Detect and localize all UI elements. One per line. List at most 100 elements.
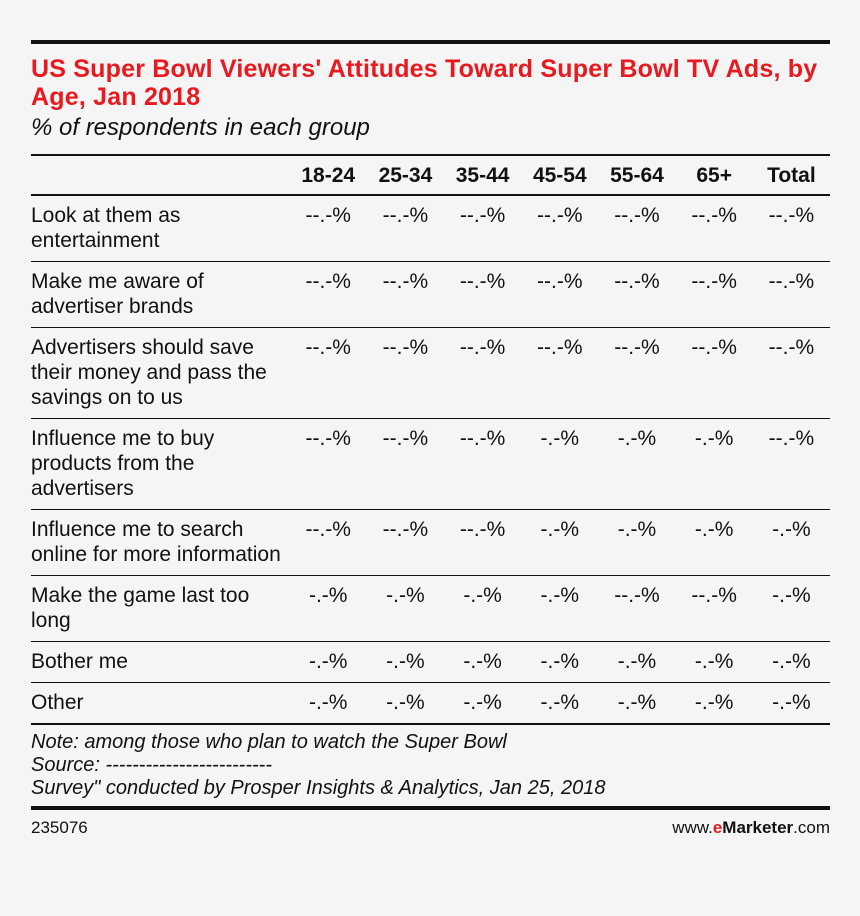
- column-header: Total: [752, 156, 830, 196]
- cell-value: --.-%: [289, 327, 367, 419]
- note-text: Note: among those who plan to watch the …: [31, 731, 507, 753]
- cell-value: --.-%: [675, 261, 753, 328]
- emarketer-logo: eMarketer: [713, 818, 793, 837]
- cell-value: --.-%: [675, 575, 753, 642]
- cell-value: --.-%: [675, 195, 753, 262]
- table-row: Bother me -.-% -.-% -.-% -.-% -.-% -.-% -.-%: [31, 641, 830, 683]
- table-row: Make the game last too long -.-% -.-% -.-% -…: [31, 575, 830, 642]
- cell-value: --.-%: [752, 261, 830, 328]
- notes: Note: among those who plan to watch the …: [31, 731, 830, 800]
- row-label: Influence me to buy products from the ad…: [31, 418, 290, 510]
- cell-value: -.-%: [521, 641, 599, 683]
- cell-value: --.-%: [289, 418, 367, 510]
- footer-rule: [31, 806, 830, 810]
- table-row: Influence me to buy products from the ad…: [31, 418, 830, 510]
- cell-value: -.-%: [521, 682, 599, 725]
- site-prefix: www.: [672, 818, 713, 837]
- cell-value: --.-%: [366, 509, 445, 576]
- cell-value: --.-%: [444, 261, 522, 328]
- cell-value: --.-%: [675, 327, 753, 419]
- cell-value: -.-%: [598, 682, 676, 725]
- cell-value: -.-%: [675, 509, 753, 576]
- site-url: www.eMarketer.com: [672, 818, 830, 838]
- table-row: Influence me to search online for more i…: [31, 509, 830, 576]
- column-header: 45-54: [521, 156, 599, 196]
- data-table: 18-24 25-34 35-44 45-54 55-64 65+ Total Look a…: [31, 156, 830, 725]
- cell-value: -.-%: [752, 682, 830, 725]
- top-rule: [31, 40, 830, 44]
- cell-value: --.-%: [444, 509, 522, 576]
- column-header: 55-64: [598, 156, 676, 196]
- column-header: 18-24: [289, 156, 367, 196]
- cell-value: -.-%: [521, 418, 599, 510]
- cell-value: -.-%: [444, 575, 522, 642]
- cell-value: -.-%: [675, 641, 753, 683]
- cell-value: -.-%: [598, 641, 676, 683]
- cell-value: --.-%: [598, 575, 676, 642]
- cell-value: -.-%: [675, 418, 753, 510]
- cell-value: --.-%: [752, 327, 830, 419]
- row-label: Bother me: [31, 641, 290, 683]
- cell-value: -.-%: [366, 682, 445, 725]
- cell-value: --.-%: [752, 195, 830, 262]
- cell-value: --.-%: [752, 418, 830, 510]
- row-label: Make me aware of advertiser brands: [31, 261, 290, 328]
- cell-value: --.-%: [444, 327, 522, 419]
- cell-value: --.-%: [289, 261, 367, 328]
- cell-value: -.-%: [444, 641, 522, 683]
- survey-text: Survey" conducted by Prosper Insights & …: [31, 777, 606, 799]
- cell-value: --.-%: [366, 261, 445, 328]
- cell-value: -.-%: [444, 682, 522, 725]
- cell-value: --.-%: [444, 195, 522, 262]
- cell-value: -.-%: [366, 641, 445, 683]
- table-body: Look at them as entertainment --.-% --.-% -…: [31, 195, 830, 725]
- row-label: Look at them as entertainment: [31, 195, 290, 262]
- chart-frame: US Super Bowl Viewers' Attitudes Toward …: [31, 40, 830, 838]
- cell-value: -.-%: [521, 575, 599, 642]
- cell-value: --.-%: [289, 195, 367, 262]
- cell-value: --.-%: [366, 195, 445, 262]
- cell-value: --.-%: [598, 327, 676, 419]
- table-row: Advertisers should save their money and …: [31, 327, 830, 419]
- table-row: Make me aware of advertiser brands --.-% -…: [31, 261, 830, 328]
- brand-e: e: [712, 818, 723, 837]
- footer: 235076 www.eMarketer.com: [31, 818, 830, 838]
- cell-value: --.-%: [366, 327, 445, 419]
- row-label: Other: [31, 682, 290, 725]
- cell-value: -.-%: [366, 575, 445, 642]
- table-row: Look at them as entertainment --.-% --.-% -…: [31, 195, 830, 262]
- cell-value: --.-%: [521, 195, 599, 262]
- cell-value: --.-%: [521, 261, 599, 328]
- cell-value: -.-%: [289, 682, 367, 725]
- cell-value: --.-%: [598, 195, 676, 262]
- cell-value: --.-%: [366, 418, 445, 510]
- cell-value: -.-%: [598, 418, 676, 510]
- cell-value: -.-%: [752, 575, 830, 642]
- cell-value: -.-%: [675, 682, 753, 725]
- row-label: Influence me to search online for more i…: [31, 509, 290, 576]
- source-text: Source: -------------------------: [31, 754, 272, 776]
- cell-value: -.-%: [289, 575, 367, 642]
- header-blank: [31, 156, 290, 196]
- cell-value: -.-%: [598, 509, 676, 576]
- chart-title: US Super Bowl Viewers' Attitudes Toward …: [31, 55, 818, 111]
- row-label: Make the game last too long: [31, 575, 290, 642]
- table-header-row: 18-24 25-34 35-44 45-54 55-64 65+ Total: [31, 156, 830, 196]
- cell-value: -.-%: [521, 509, 599, 576]
- cell-value: -.-%: [752, 641, 830, 683]
- column-header: 35-44: [444, 156, 522, 196]
- table-row: Other -.-% -.-% -.-% -.-% -.-% -.-% -.-%: [31, 682, 830, 725]
- chart-id: 235076: [31, 818, 88, 837]
- chart-subtitle: % of respondents in each group: [31, 114, 370, 141]
- column-header: 65+: [675, 156, 753, 196]
- cell-value: -.-%: [752, 509, 830, 576]
- row-label: Advertisers should save their money and …: [31, 327, 290, 419]
- column-header: 25-34: [366, 156, 445, 196]
- cell-value: --.-%: [521, 327, 599, 419]
- cell-value: --.-%: [444, 418, 522, 510]
- cell-value: --.-%: [289, 509, 367, 576]
- cell-value: --.-%: [598, 261, 676, 328]
- header-rule: [31, 154, 830, 156]
- brand-rest: Marketer: [722, 818, 794, 837]
- site-suffix: .com: [793, 818, 830, 837]
